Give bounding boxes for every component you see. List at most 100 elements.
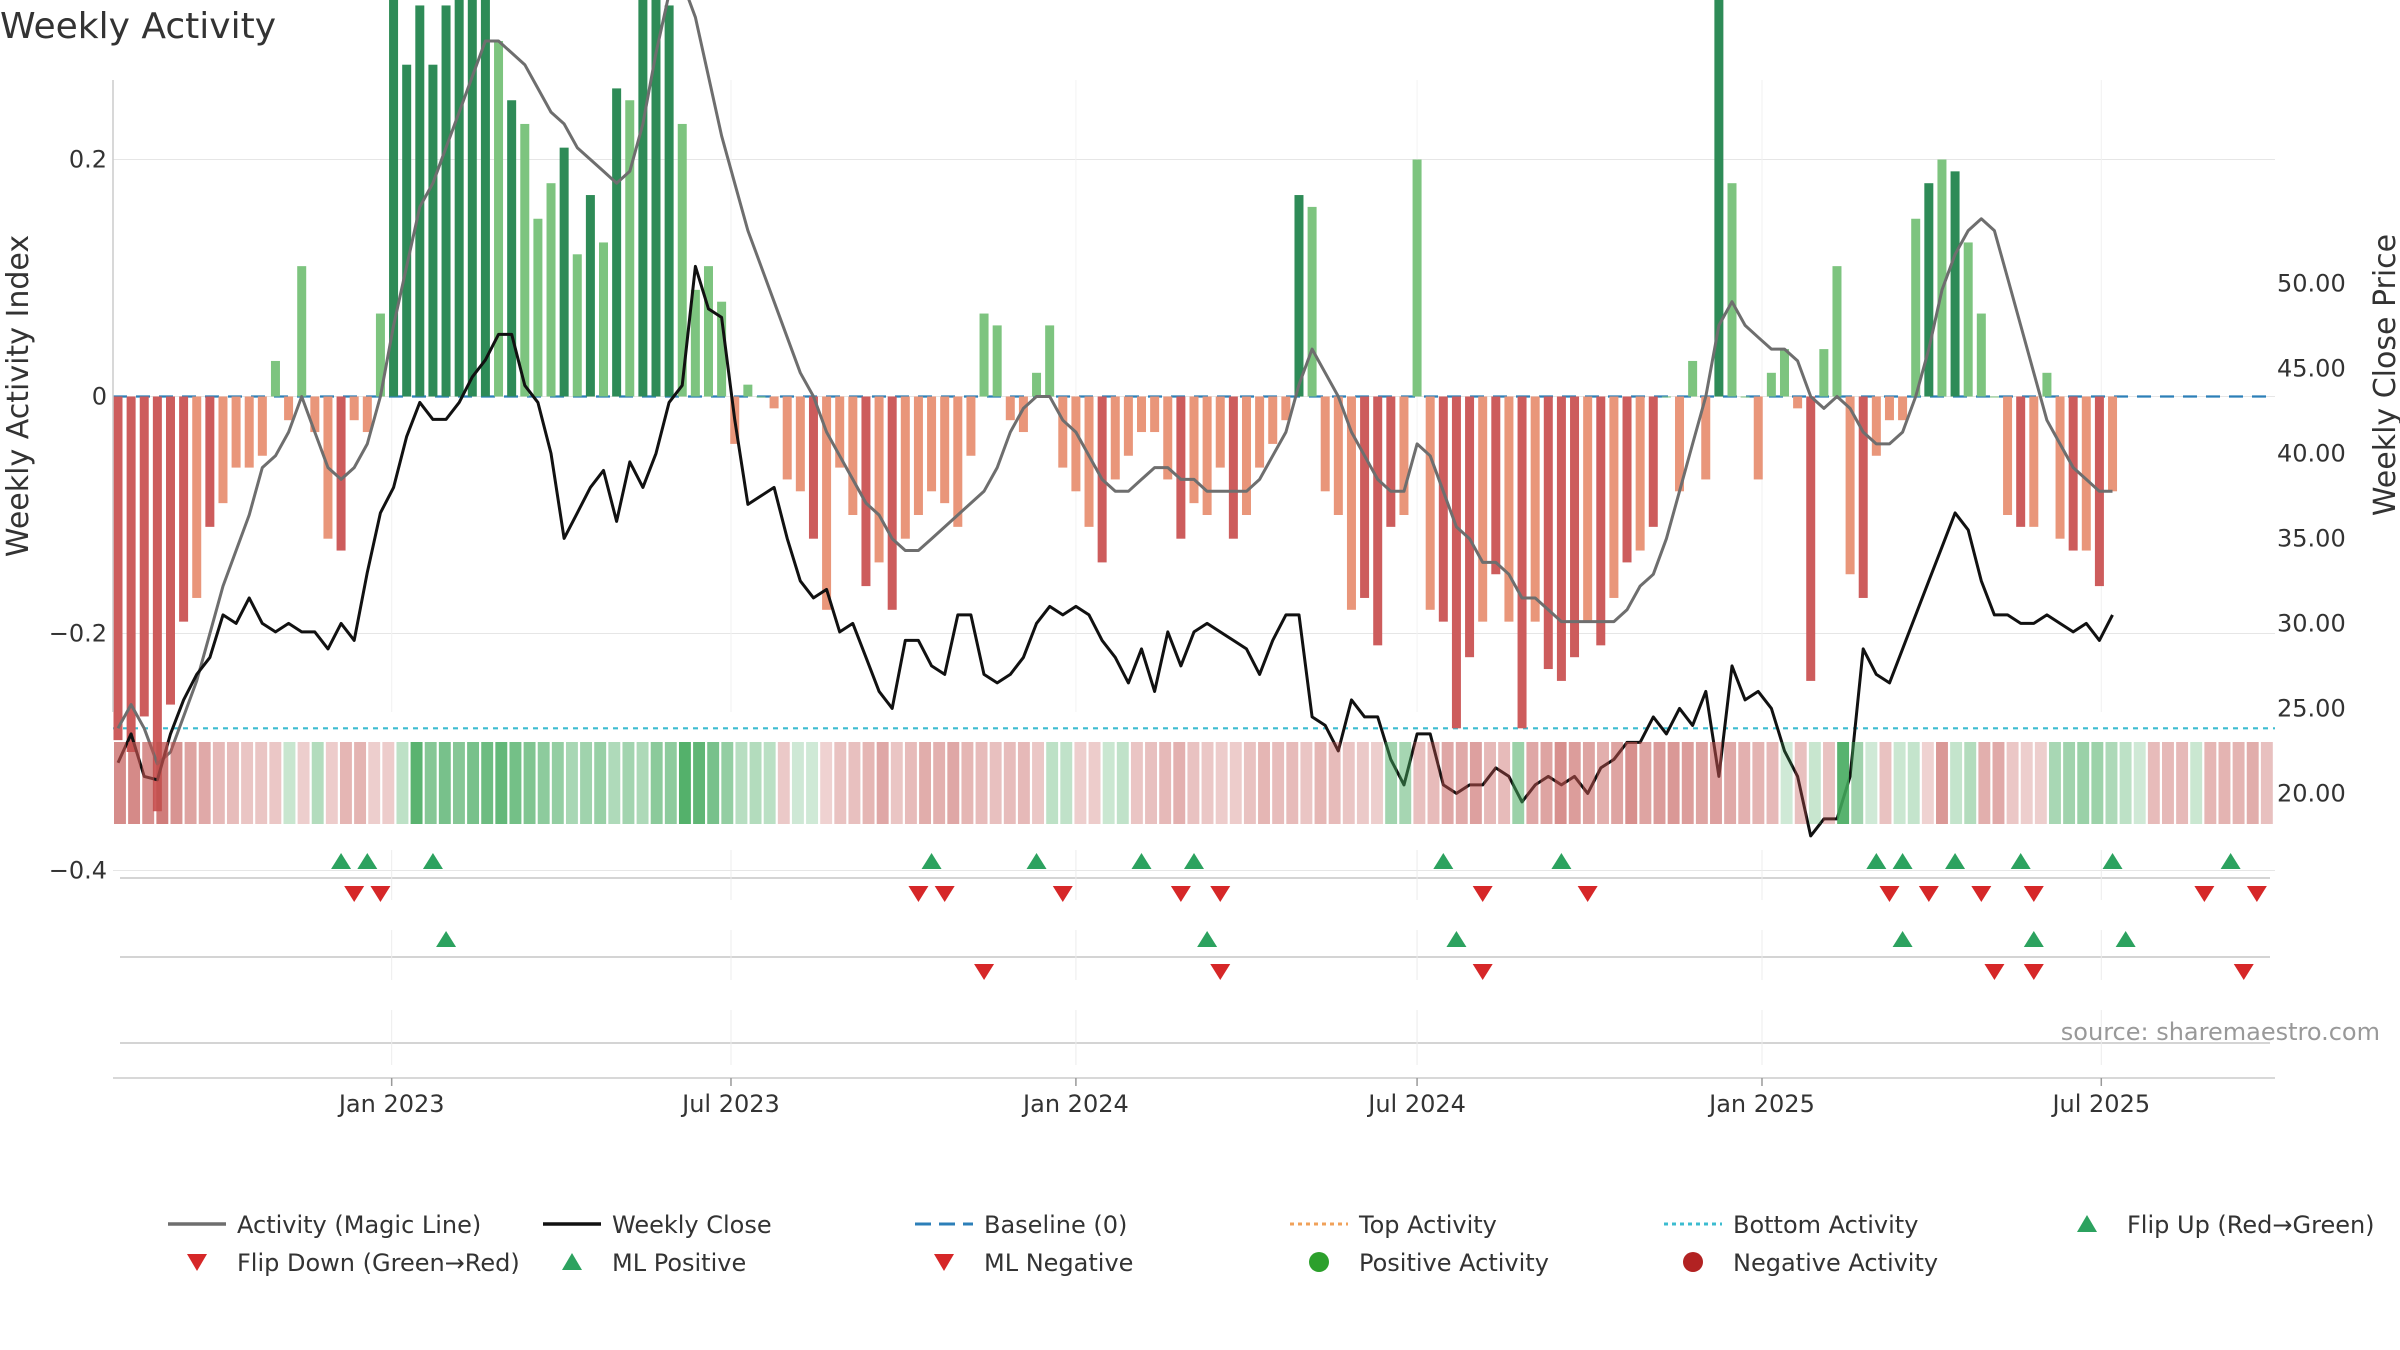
activity-bar [585, 195, 595, 397]
ribbon-cell [678, 742, 691, 824]
signal-down-marker [1170, 886, 1191, 902]
legend-label: Activity (Magic Line) [237, 1211, 481, 1239]
activity-bar [717, 301, 727, 397]
ribbon-cell [1300, 742, 1313, 824]
activity-bar [2016, 396, 2026, 527]
ribbon-cell [1766, 742, 1779, 824]
ribbon-cell [2176, 742, 2189, 824]
ribbon-cell [650, 742, 663, 824]
activity-bar [966, 396, 976, 456]
activity-bar [1018, 396, 1028, 433]
ribbon-cell [1936, 742, 1948, 824]
activity-bar [494, 41, 504, 397]
activity-bar [1622, 396, 1632, 563]
signal-down-marker [1472, 964, 1493, 980]
x-tick-label: Jan 2025 [1707, 1090, 1815, 1118]
ribbon-cell [2020, 742, 2033, 824]
ribbon-cell [791, 742, 804, 824]
activity-bar [664, 5, 674, 397]
signal-down-marker [2023, 964, 2044, 980]
activity-bar [979, 313, 989, 397]
activity-bar [520, 123, 530, 397]
x-tick-label: Jul 2024 [1366, 1090, 1466, 1118]
activity-bar [1110, 396, 1120, 480]
ribbon-cell [2091, 742, 2104, 824]
right-tick-label: 35.00 [2277, 524, 2346, 552]
activity-bar [1793, 396, 1803, 409]
signal-down-marker [908, 886, 929, 902]
ribbon-cell [1229, 742, 1242, 824]
activity-bar [927, 396, 937, 492]
activity-bar [533, 218, 543, 397]
axes [112, 80, 2275, 1079]
ribbon-cell [1314, 742, 1327, 824]
ribbon-cell [226, 742, 239, 824]
ribbon-cell [481, 742, 494, 824]
signal-up-marker [436, 931, 457, 947]
activity-bar [808, 396, 818, 539]
legend-label: Bottom Activity [1733, 1211, 1918, 1239]
right-axis-ticks: 50.00 45.00 40.00 35.00 30.00 25.00 20.00 [2277, 269, 2346, 807]
activity-bar [835, 396, 845, 468]
ribbon-cell [410, 742, 423, 824]
ribbon-cell [1413, 742, 1426, 824]
ribbon-cell [1032, 742, 1044, 824]
right-axis-label: Weekly Close Price [2368, 234, 2400, 516]
signal-up-marker [2220, 853, 2241, 869]
ribbon-cell [1286, 742, 1299, 824]
activity-bar [1123, 396, 1133, 456]
legend-label: Weekly Close [612, 1211, 772, 1239]
ribbon-cell [1328, 742, 1341, 824]
activity-bar [1176, 396, 1186, 539]
activity-bar [861, 396, 871, 587]
activity-bar [231, 396, 241, 468]
right-tick-label: 25.00 [2277, 694, 2346, 722]
ribbon-cell [1512, 742, 1525, 824]
signal-down-marker [1971, 886, 1992, 902]
source-note: source: sharemaestro.com [2061, 1018, 2380, 1046]
activity-bar [782, 396, 792, 480]
ribbon-cell [2260, 742, 2273, 824]
activity-bar [454, 0, 464, 397]
activity-bar [1884, 396, 1894, 421]
activity-bar [1819, 349, 1829, 397]
ribbon-cell [1611, 742, 1624, 824]
left-axis-ticks: 0.40.20−0.2−0.4 [49, 146, 107, 885]
ribbon-cell [1865, 742, 1878, 824]
activity-bar [297, 266, 307, 397]
activity-bar [428, 64, 438, 397]
activity-bar [1766, 372, 1776, 397]
ribbon-cell [622, 742, 635, 824]
signal-down-marker [1577, 886, 1598, 902]
activity-bar [1898, 396, 1908, 421]
activity-bar [1150, 396, 1160, 433]
legend-item: Flip Down (Green→Red) [187, 1249, 520, 1277]
ribbon-cell [820, 742, 833, 824]
activity-bar [1465, 396, 1475, 658]
signal-up-marker [1866, 853, 1887, 869]
ribbon-cell [1695, 742, 1708, 824]
signal-up-marker [2023, 931, 2044, 947]
ribbon-cell [1639, 742, 1652, 824]
activity-bar [165, 396, 175, 705]
ribbon-cell [1498, 742, 1511, 824]
ribbon-cell [1893, 742, 1906, 824]
left-axis-label: Weekly Activity Index [1, 235, 36, 557]
signal-up-marker [921, 853, 942, 869]
ribbon-cell [1540, 742, 1553, 824]
activity-bar [1701, 396, 1711, 480]
legend-item: Negative Activity [1683, 1249, 1938, 1277]
activity-bar [1373, 396, 1383, 646]
ribbon-cell [1582, 742, 1595, 824]
signal-up-marker [1892, 853, 1913, 869]
ribbon-cell [862, 742, 875, 824]
activity-bar [1937, 159, 1947, 397]
activity-bar [244, 396, 254, 468]
signal-up-marker [1184, 853, 1204, 869]
signal-down-marker [370, 886, 391, 902]
ribbon-cell [424, 742, 437, 824]
ribbon-cell [947, 742, 960, 824]
activity-bar [205, 396, 215, 527]
legend-triangle-up-icon [562, 1253, 582, 1270]
activity-bar [415, 5, 425, 397]
